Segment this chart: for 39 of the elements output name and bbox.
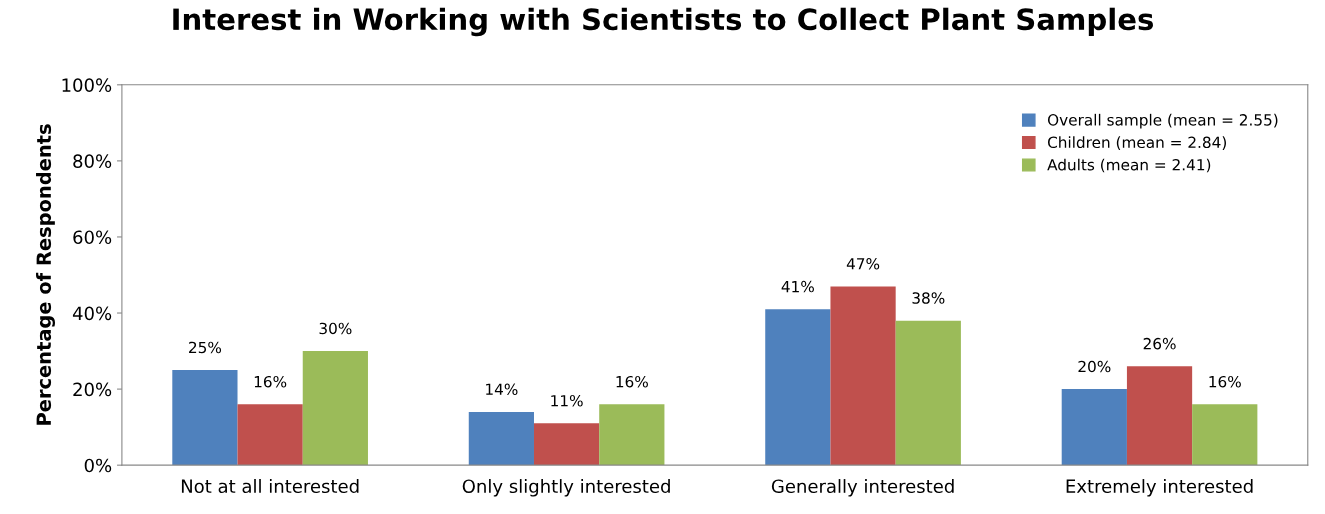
data-label: 38% (912, 292, 945, 304)
y-tick-label: 20% (73, 382, 112, 397)
data-label: 30% (319, 322, 352, 335)
y-tick-label: 80% (73, 154, 112, 168)
data-label: 26% (1143, 337, 1176, 350)
data-label: 25% (189, 341, 222, 354)
bar (895, 320, 961, 466)
x-tick-label: Not at all interested (181, 479, 359, 494)
bar (237, 404, 303, 466)
data-label: 16% (254, 375, 287, 388)
data-label: 16% (616, 375, 648, 388)
y-axis-title: Percentage of Respondents (36, 124, 55, 425)
y-tick-label: 0% (84, 458, 112, 473)
data-label: 14% (486, 383, 518, 396)
bar (1192, 404, 1258, 466)
data-label: 16% (1209, 375, 1241, 388)
chart-title: Interest in Working with Scientists to Collect Plant Samples (173, 7, 1153, 37)
y-tick-label: 60% (73, 230, 112, 245)
y-tick-label: 40% (72, 306, 112, 321)
bar (468, 411, 534, 466)
x-tick-label: Only slightly interested (462, 479, 670, 497)
data-label: 47% (846, 258, 880, 270)
data-label: 11% (551, 394, 583, 407)
bar (765, 309, 831, 466)
bar (172, 370, 238, 466)
x-tick-label: Extremely interested (1066, 479, 1253, 497)
x-tick-label: Generally interested (771, 479, 954, 497)
data-label: 20% (1078, 360, 1111, 373)
bar (533, 423, 600, 466)
bar (830, 286, 896, 466)
bar (302, 351, 368, 466)
y-tick-label: 100% (62, 78, 112, 92)
data-label: 41% (781, 280, 814, 293)
bar (1061, 389, 1127, 466)
legend-label: Overall sample (mean = 2.55) (1047, 113, 1278, 129)
bar (1126, 366, 1193, 466)
legend-label: Adults (mean = 2.41) (1047, 158, 1211, 173)
bar (599, 404, 665, 466)
legend-label: Children (mean = 2.84) (1047, 136, 1226, 150)
